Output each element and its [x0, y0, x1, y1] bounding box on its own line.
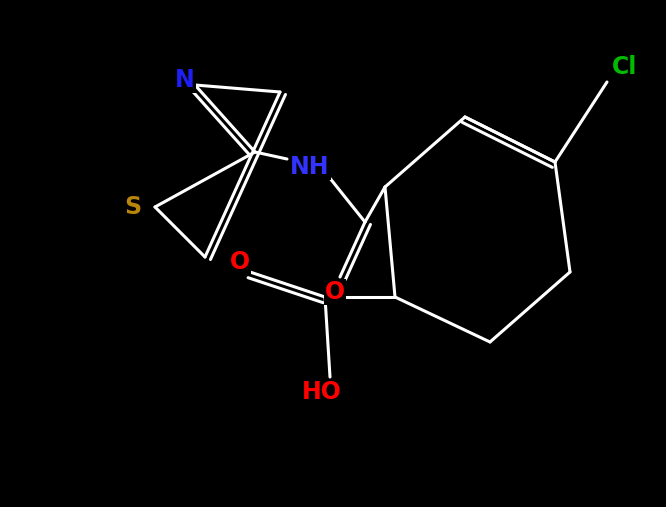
- Text: O: O: [325, 280, 345, 304]
- Text: HO: HO: [302, 380, 342, 404]
- Text: Cl: Cl: [612, 55, 637, 79]
- Text: N: N: [175, 68, 195, 92]
- Text: S: S: [125, 195, 142, 219]
- Text: O: O: [230, 250, 250, 274]
- Text: NH: NH: [290, 155, 330, 179]
